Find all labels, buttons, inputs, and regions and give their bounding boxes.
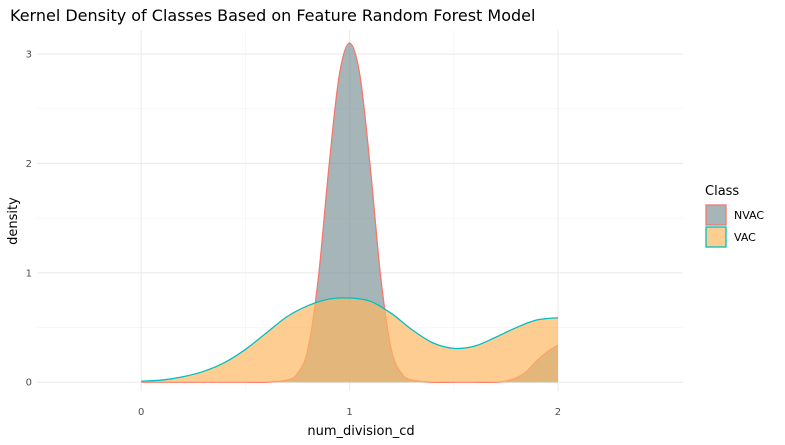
- y-tick-label: 0: [26, 378, 32, 389]
- density-line-vac: [141, 297, 559, 382]
- series-layer: [141, 42, 559, 384]
- x-tick-label: 1: [346, 407, 352, 418]
- legend: Class NVAC VAC: [705, 184, 764, 248]
- chart-title: Kernel Density of Classes Based on Featu…: [10, 6, 535, 25]
- legend-swatch-nvac: [705, 204, 727, 226]
- density-area-nvac: [141, 43, 558, 383]
- legend-label-nvac: NVAC: [734, 209, 764, 222]
- density-area-vac: [141, 297, 558, 383]
- legend-title: Class: [705, 184, 739, 199]
- y-tick-label: 1: [26, 268, 32, 279]
- x-tick-label: 0: [138, 407, 144, 418]
- y-axis-title: density: [6, 197, 21, 245]
- x-axis: 0 1 2: [138, 407, 561, 418]
- y-tick-label: 2: [26, 159, 32, 170]
- y-axis: 0 1 2 3: [26, 50, 32, 389]
- legend-label-vac: VAC: [734, 231, 756, 244]
- legend-swatch-vac: [705, 226, 727, 248]
- x-tick-label: 2: [555, 407, 561, 418]
- x-axis-title: num_division_cd: [307, 424, 414, 439]
- y-tick-label: 3: [26, 50, 32, 61]
